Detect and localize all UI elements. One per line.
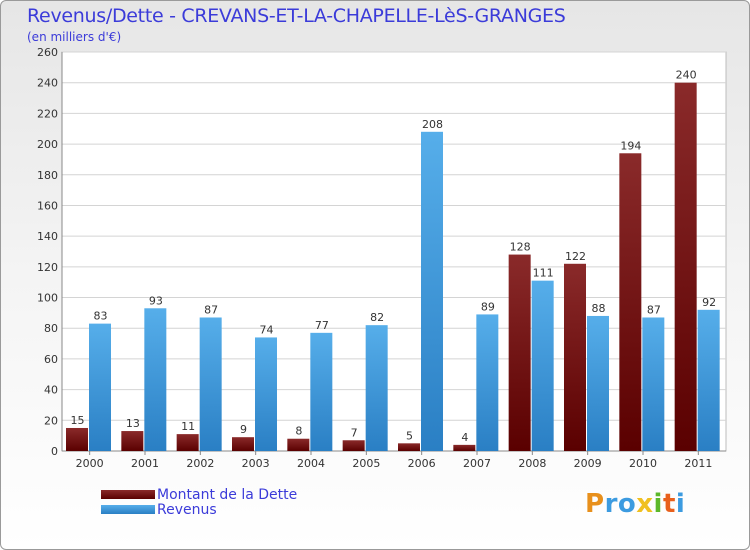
y-tick-label: 180 [37, 169, 58, 182]
y-tick-label: 240 [37, 77, 58, 90]
y-tick-label: 260 [37, 46, 58, 59]
y-tick-label: 40 [44, 384, 58, 397]
bar-dette [287, 438, 310, 451]
bar-revenus [476, 314, 499, 451]
data-label-dette: 11 [181, 420, 195, 433]
bar-revenus [365, 325, 388, 451]
logo-letter: i [675, 489, 686, 519]
y-tick-label: 200 [37, 138, 58, 151]
bar-dette [121, 431, 144, 451]
x-tick-label: 2005 [352, 457, 380, 470]
logo-letter: x [636, 489, 654, 519]
bar-dette [564, 263, 586, 451]
logo-letter: P [585, 489, 605, 519]
x-tick-label: 2011 [684, 457, 712, 470]
plot-area [61, 51, 727, 452]
data-label-dette: 128 [510, 241, 531, 254]
x-tick-label: 2000 [76, 457, 104, 470]
x-tick-label: 2003 [242, 457, 270, 470]
data-label-revenus: 88 [592, 302, 606, 315]
data-label-dette: 7 [351, 426, 358, 439]
bar-dette [66, 427, 88, 451]
bar-revenus [144, 308, 167, 451]
bar-revenus [697, 309, 720, 451]
legend-item-dette: Montant de la Dette [101, 486, 298, 503]
x-tick-label: 2007 [463, 457, 491, 470]
data-label-revenus: 111 [533, 267, 554, 280]
data-label-revenus: 77 [315, 319, 329, 332]
data-label-revenus: 89 [481, 300, 495, 313]
y-tick-label: 140 [37, 230, 58, 243]
legend-label-revenus: Revenus [157, 501, 217, 518]
y-tick-label: 100 [37, 292, 58, 305]
proxiti-logo: Proxiti [585, 489, 685, 519]
y-tick-label: 20 [44, 414, 58, 427]
legend-swatch-revenus [101, 505, 155, 514]
bar-dette [232, 437, 254, 451]
data-label-dette: 15 [71, 414, 85, 427]
y-tick-label: 0 [51, 445, 58, 458]
y-tick-label: 220 [37, 107, 58, 120]
bar-revenus [199, 317, 222, 451]
x-tick-label: 2001 [131, 457, 159, 470]
data-label-dette: 122 [565, 250, 586, 263]
x-tick-label: 2010 [629, 457, 657, 470]
data-label-revenus: 82 [370, 311, 384, 324]
y-tick-label: 60 [44, 353, 58, 366]
bar-dette [398, 443, 420, 451]
bar-dette [674, 82, 697, 451]
bar-revenus [310, 332, 333, 451]
y-tick-label: 160 [37, 199, 58, 212]
bar-revenus [255, 337, 277, 451]
bar-dette [619, 153, 642, 452]
bar-dette [176, 434, 199, 451]
legend-item-revenus: Revenus [101, 501, 297, 518]
x-tick-label: 2006 [408, 457, 436, 470]
logo-letter: r [604, 489, 618, 519]
data-label-dette: 240 [676, 69, 697, 82]
x-tick-label: 2009 [574, 457, 602, 470]
bar-dette [508, 254, 531, 451]
data-label-revenus: 87 [647, 303, 661, 316]
data-label-dette: 9 [240, 423, 247, 436]
data-label-dette: 5 [406, 429, 413, 442]
data-label-dette: 13 [126, 417, 140, 430]
data-label-revenus: 87 [204, 303, 218, 316]
legend: Montant de la Dette Revenus [101, 486, 298, 518]
legend-swatch-dette [101, 490, 155, 499]
chart-subtitle: (en milliers d'€) [27, 30, 122, 44]
data-label-dette: 194 [620, 139, 641, 152]
data-label-revenus: 92 [702, 296, 716, 309]
chart-title: Revenus/Dette - CREVANS-ET-LA-CHAPELLE-L… [27, 5, 566, 27]
x-tick-label: 2008 [518, 457, 546, 470]
bar-revenus [587, 315, 609, 451]
data-label-dette: 4 [461, 431, 468, 444]
bar-dette [453, 444, 476, 451]
data-label-revenus: 208 [422, 118, 443, 131]
logo-letter: o [617, 489, 637, 519]
logo-letter: t [662, 489, 676, 519]
x-tick-label: 2002 [186, 457, 214, 470]
y-tick-label: 120 [37, 261, 58, 274]
data-label-revenus: 93 [149, 294, 163, 307]
logo-letter: i [653, 489, 663, 519]
data-label-revenus: 83 [94, 310, 108, 323]
y-tick-label: 80 [44, 322, 58, 335]
data-label-dette: 8 [295, 425, 302, 438]
bar-revenus [531, 280, 554, 451]
x-tick-label: 2004 [297, 457, 325, 470]
data-label-revenus: 74 [260, 323, 274, 336]
bar-dette [342, 440, 365, 451]
bar-revenus [89, 323, 111, 451]
bar-revenus [421, 131, 443, 452]
legend-label-dette: Montant de la Dette [157, 486, 298, 503]
bar-revenus [642, 317, 665, 451]
